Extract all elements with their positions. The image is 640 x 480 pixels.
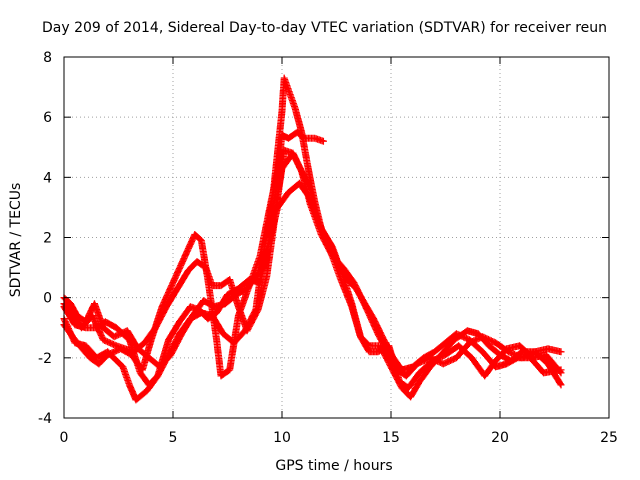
x-tick-label: 20 [491,430,509,446]
x-tick-label: 25 [600,430,618,446]
x-tick-label: 0 [60,430,69,446]
y-tick-label: -2 [38,351,52,367]
chart-title: Day 209 of 2014, Sidereal Day-to-day VTE… [42,20,607,36]
y-tick-labels: -4 -2 0 2 4 6 8 [38,50,52,427]
series-pass-3 [60,74,565,404]
y-tick-label: 6 [43,110,52,126]
y-tick-label: -4 [38,411,52,427]
x-axis-label: GPS time / hours [275,458,392,474]
data-marks [60,74,565,404]
x-tick-labels: 0 5 10 15 20 25 [60,430,618,446]
y-tick-label: 8 [43,50,52,66]
x-tick-label: 10 [273,430,291,446]
x-tick-label: 15 [382,430,400,446]
y-tick-label: 0 [43,291,52,307]
y-tick-label: 4 [43,170,52,186]
tick-marks [63,56,610,419]
y-axis-label: SDTVAR / TECUs [8,183,24,298]
x-tick-label: 5 [169,430,178,446]
y-tick-label: 2 [43,231,52,247]
